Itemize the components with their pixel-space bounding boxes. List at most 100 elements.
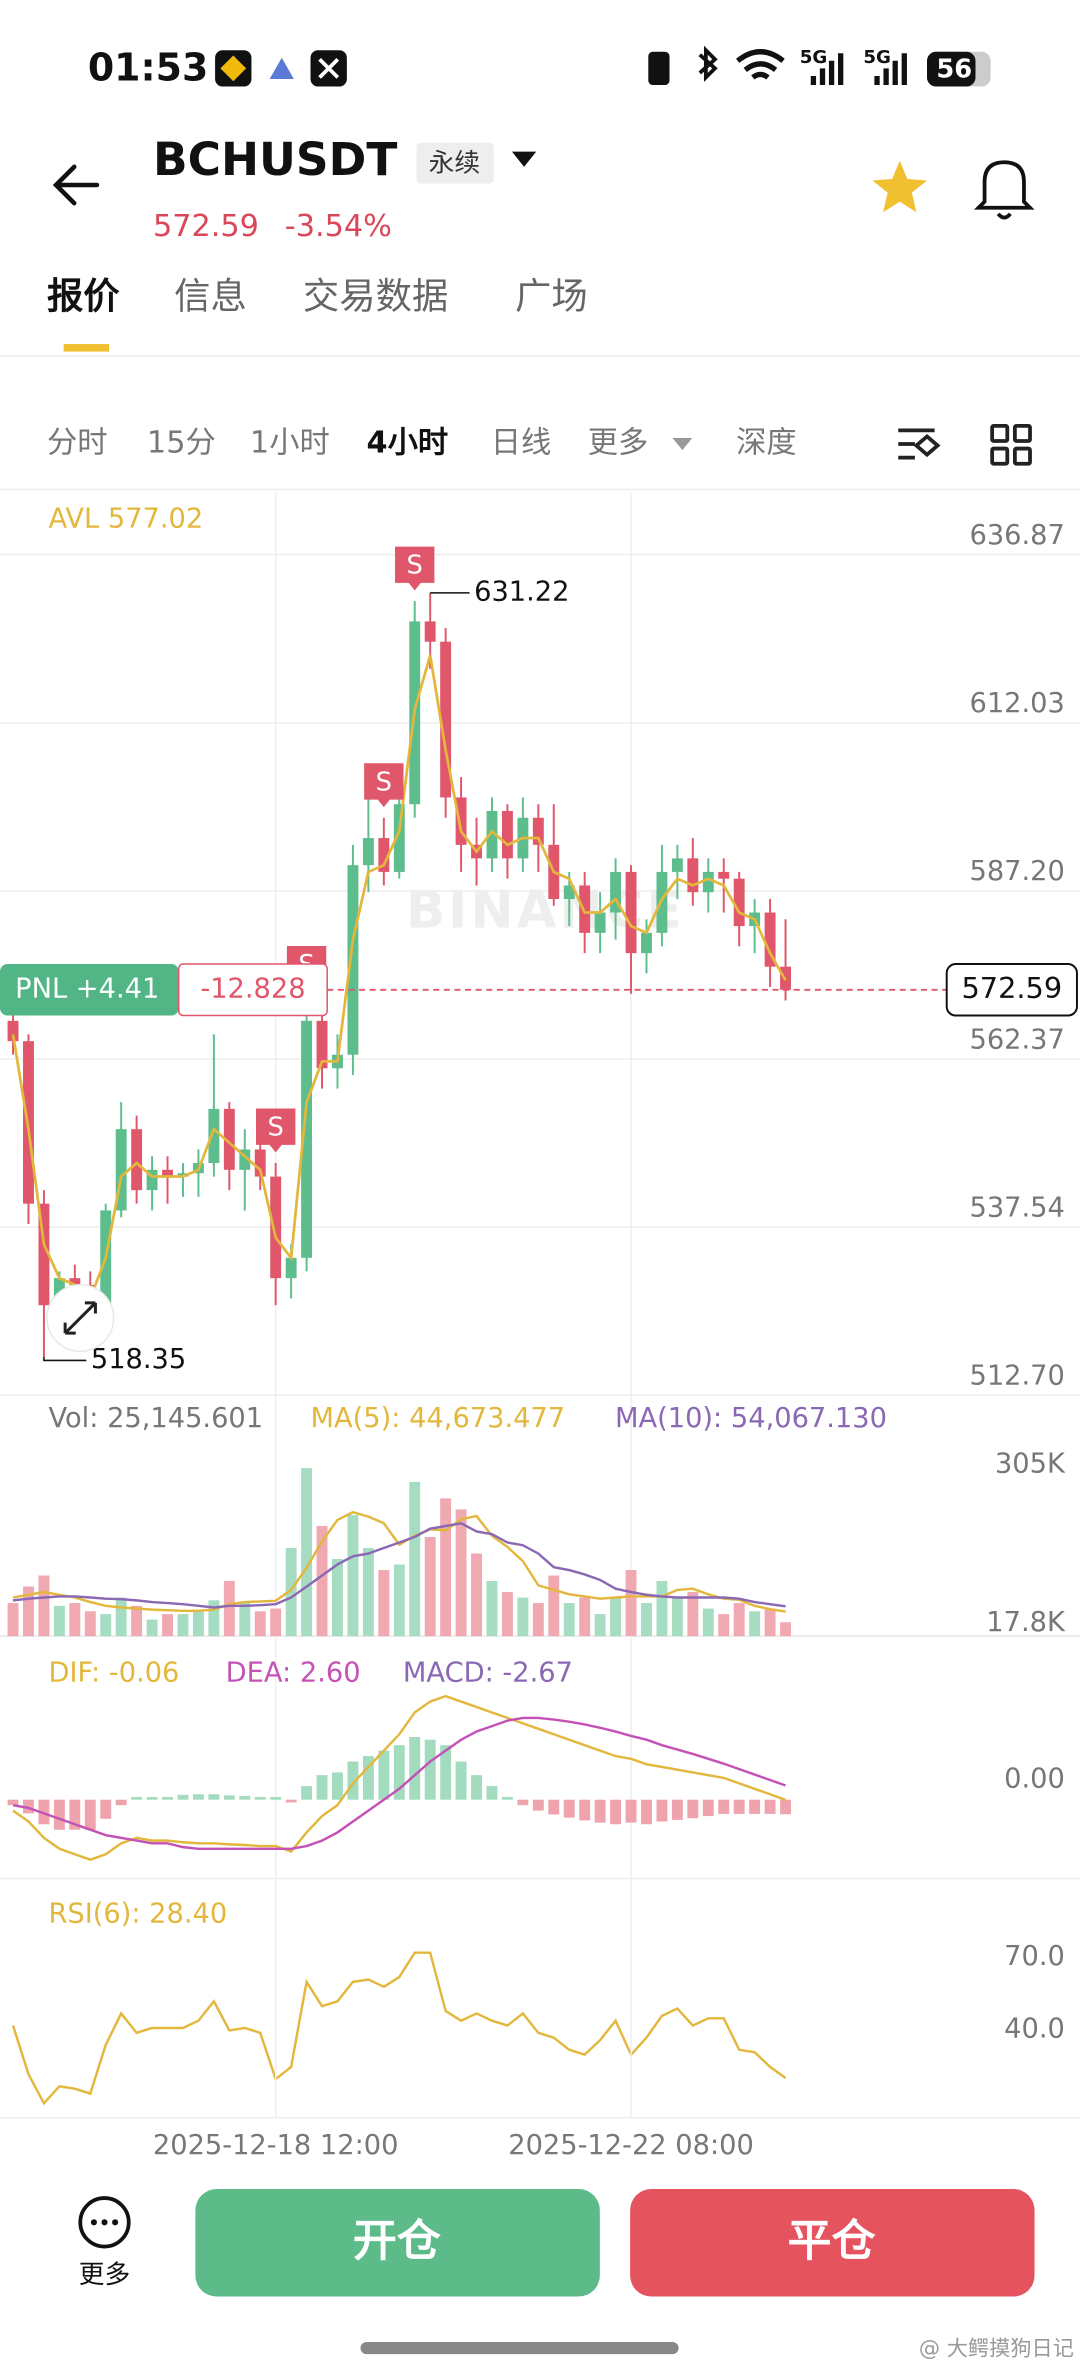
low-marker-label: 518.35 (91, 1344, 186, 1375)
y-tick-label: 612.03 (969, 688, 1064, 719)
volume-bar (486, 1581, 498, 1637)
symbol-dropdown[interactable] (511, 151, 537, 167)
volume-bar (625, 1570, 637, 1637)
candle-body (733, 878, 745, 927)
interval[interactable]: 1小时 (250, 426, 330, 461)
status-time: 01:53 (88, 45, 209, 89)
volume-bar (332, 1559, 343, 1637)
candle-body (501, 810, 513, 859)
volume-bar (192, 1611, 204, 1637)
candle-body (641, 932, 652, 954)
volume-bar (656, 1581, 668, 1637)
indicator-settings[interactable] (898, 428, 935, 460)
layout-button[interactable] (990, 423, 1032, 466)
volume-bar (177, 1614, 189, 1637)
macd-bar (764, 1799, 776, 1814)
macd-bar (780, 1799, 791, 1815)
last-price-label: 572.59 (962, 971, 1063, 1005)
avl-label: AVL 577.02 (48, 503, 203, 534)
volume-bar (687, 1592, 699, 1637)
more-icon-dot (101, 2219, 108, 2226)
open-button-label[interactable]: 开仓 (353, 2216, 441, 2267)
macd-bar (146, 1796, 158, 1800)
interval-dropdown[interactable] (672, 437, 693, 451)
interval[interactable]: 4小时 (367, 426, 449, 461)
candle-body (254, 1149, 266, 1177)
interval[interactable]: 深度 (736, 426, 797, 461)
macd-bar (301, 1786, 313, 1800)
candle-body (316, 1020, 328, 1069)
vibrate-icon (648, 51, 670, 86)
y-tick-label: 587.20 (969, 856, 1064, 887)
tab[interactable]: 交易数据 (303, 275, 448, 318)
indicator-settings[interactable] (913, 433, 941, 458)
macd-bar (641, 1799, 652, 1825)
last-price: 572.59 (153, 209, 259, 244)
watermark: @ 大鳄摸狗日记 (919, 2336, 1074, 2361)
network-label: 5G (863, 47, 891, 68)
tab[interactable]: 报价 (47, 275, 120, 318)
macd-bar (285, 1799, 297, 1803)
battery-level (927, 51, 976, 87)
macd-bar (409, 1736, 421, 1800)
layout-cell (1012, 446, 1032, 466)
macd-bar (332, 1772, 343, 1800)
position-label: -12.828 (200, 973, 305, 1004)
high-marker-label: 631.22 (474, 576, 569, 607)
trade-marker-label: S (376, 767, 392, 797)
volume-bar (563, 1603, 575, 1637)
candle-body (563, 885, 575, 899)
interval[interactable]: 更多 (588, 426, 649, 461)
volume-bar (131, 1605, 143, 1637)
tab[interactable]: 信息 (174, 275, 247, 318)
interval[interactable]: 日线 (491, 426, 552, 461)
open-button[interactable] (195, 2188, 600, 2297)
expand-icon (63, 1301, 97, 1335)
volume-bar (471, 1553, 482, 1637)
wifi-icon (736, 49, 785, 80)
x-tick-label: 2025-12-18 12:00 (153, 2130, 399, 2161)
volume-bar (270, 1608, 282, 1637)
macd-bar (471, 1775, 482, 1800)
trade-marker (395, 546, 435, 591)
legend-entry: MA(10): 54,067.130 (615, 1403, 887, 1434)
volume-bar (455, 1509, 467, 1637)
interval[interactable]: 分时 (47, 426, 108, 461)
favorite-button[interactable] (872, 160, 928, 213)
more-label[interactable]: 更多 (79, 2260, 131, 2290)
legend-entry: RSI(6): 28.40 (48, 1898, 227, 1929)
indicator-line (12, 1716, 786, 1850)
back-button[interactable] (52, 164, 100, 206)
volume-bar (301, 1468, 313, 1637)
macd-bar (501, 1796, 513, 1800)
tab[interactable]: 广场 (515, 275, 588, 318)
y-tick-label: 305K (995, 1449, 1066, 1480)
indicator-line (12, 1694, 786, 1861)
volume-bar (702, 1608, 714, 1637)
candle-body (455, 797, 467, 845)
close-button[interactable] (630, 2188, 1035, 2297)
volume-bar (38, 1575, 50, 1637)
candle-body (378, 838, 390, 872)
volume-bar (347, 1514, 359, 1637)
app-icon (269, 57, 294, 79)
more-icon[interactable] (78, 2196, 131, 2249)
close-button-label[interactable]: 平仓 (788, 2216, 876, 2267)
y-tick-label: 512.70 (969, 1361, 1064, 1392)
volume-bar (285, 1547, 297, 1637)
volume-bar (532, 1603, 544, 1637)
volume-bar (749, 1611, 761, 1637)
volume-bar (718, 1614, 730, 1637)
home-indicator (360, 2341, 679, 2355)
interval[interactable]: 15分 (147, 426, 216, 461)
volume-bar (764, 1608, 776, 1637)
macd-bar (362, 1756, 374, 1800)
macd-bar (208, 1794, 220, 1800)
alert-button[interactable] (973, 160, 1035, 220)
y-tick-label: 537.54 (969, 1192, 1064, 1223)
macd-bar (223, 1795, 235, 1800)
macd-bar (594, 1799, 606, 1823)
macd-bar (69, 1799, 81, 1830)
volume-bar (146, 1619, 158, 1637)
